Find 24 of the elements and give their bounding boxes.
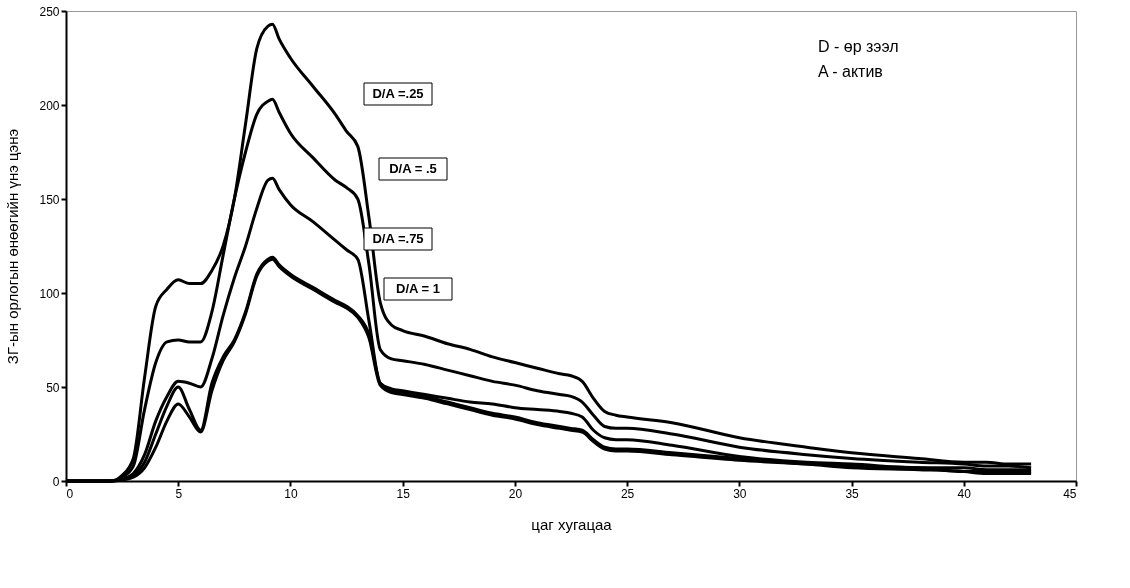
y-tick-label: 250 [39,4,60,19]
y-tick-label: 0 [52,474,60,489]
annotation: D/A =.75 [372,231,424,246]
x-tick-label: 0 [66,486,74,501]
annotation: D/A = .5 [389,161,437,176]
x-tick-label: 25 [620,486,635,501]
annotation: A - актив [818,63,883,80]
x-tick-label: 40 [957,486,972,501]
y-tick-label: 100 [39,286,60,301]
y-axis-title: ЗГ-ын орлогын өнөөгийн үнэ цэнэ [4,128,22,365]
annotation: D - өр зээл [818,38,899,55]
x-tick-label: 5 [175,486,183,501]
y-tick-label: 150 [39,192,60,207]
x-tick-label: 20 [508,486,523,501]
x-tick-label: 45 [1063,486,1077,501]
y-tick-label: 200 [39,98,60,113]
x-tick-label: 15 [396,486,411,501]
x-tick-label: 10 [284,486,298,501]
x-axis-title: цаг хугацаа [531,515,613,533]
annotation: D/A =.25 [372,86,424,101]
x-tick-label: 35 [845,486,860,501]
y-tick-label: 50 [46,380,60,395]
x-tick-label: 30 [733,486,747,501]
annotation: D/A = 1 [396,281,440,296]
